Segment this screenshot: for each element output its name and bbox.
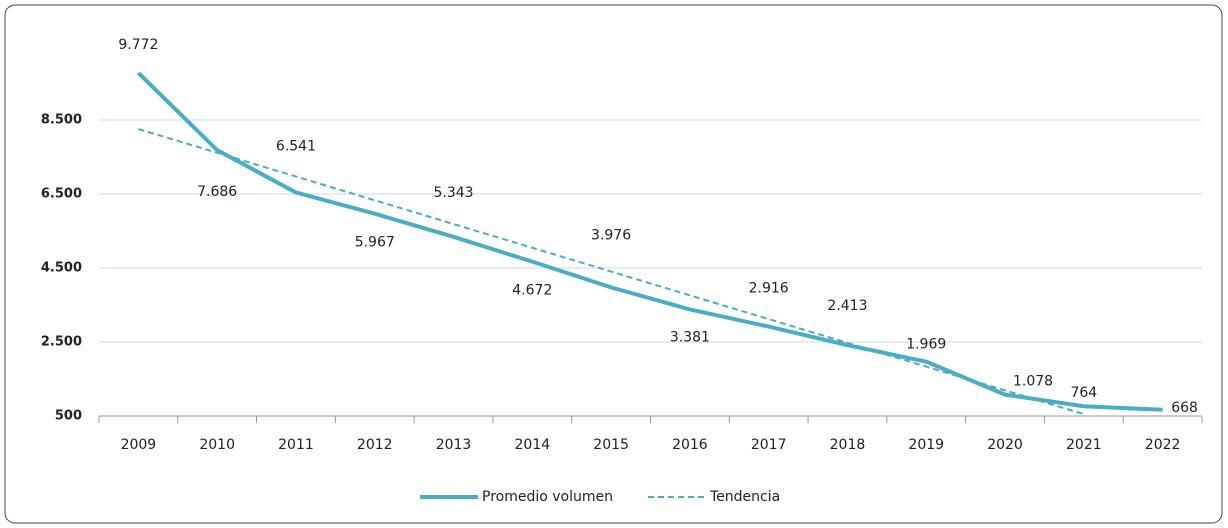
data-label: 4.672 — [512, 283, 552, 299]
chart-border — [4, 4, 1223, 524]
y-tick-label: 2.500 — [41, 335, 82, 350]
data-label: 764 — [1070, 385, 1097, 401]
data-label: 9.772 — [118, 37, 158, 53]
data-label: 3.381 — [670, 329, 710, 345]
x-tick-label: 2021 — [1066, 437, 1102, 453]
x-tick-label: 2019 — [908, 437, 944, 453]
x-tick-label: 2018 — [830, 437, 866, 453]
x-tick-label: 2015 — [593, 437, 629, 453]
data-label: 3.976 — [591, 227, 631, 243]
data-label: 1.078 — [1013, 374, 1053, 390]
data-label: 2.413 — [827, 298, 867, 314]
legend-label: Tendencia — [709, 489, 780, 505]
x-tick-label: 2009 — [121, 437, 157, 453]
x-tick-label: 2020 — [987, 437, 1023, 453]
x-tick-label: 2013 — [436, 437, 472, 453]
x-tick-label: 2010 — [199, 437, 235, 453]
data-label: 5.967 — [355, 235, 395, 251]
x-tick-label: 2016 — [672, 437, 708, 453]
data-label: 6.541 — [276, 138, 316, 154]
x-tick-label: 2017 — [751, 437, 787, 453]
data-label: 7.686 — [197, 184, 237, 200]
data-label: 2.916 — [749, 281, 789, 297]
x-tick-label: 2014 — [515, 437, 551, 453]
data-label: 668 — [1171, 400, 1198, 416]
y-tick-label: 8.500 — [41, 113, 82, 128]
x-tick-label: 2022 — [1145, 437, 1181, 453]
series-line — [138, 128, 1085, 416]
x-tick-label: 2012 — [357, 437, 393, 453]
data-label: 5.343 — [433, 185, 473, 201]
x-tick-label: 2011 — [278, 437, 314, 453]
legend-label: Promedio volumen — [482, 489, 613, 505]
y-tick-label: 4.500 — [41, 261, 82, 276]
series-line — [136, 71, 1163, 412]
data-label: 1.969 — [906, 337, 946, 353]
y-tick-label: 500 — [55, 409, 82, 424]
y-tick-label: 6.500 — [41, 187, 82, 202]
